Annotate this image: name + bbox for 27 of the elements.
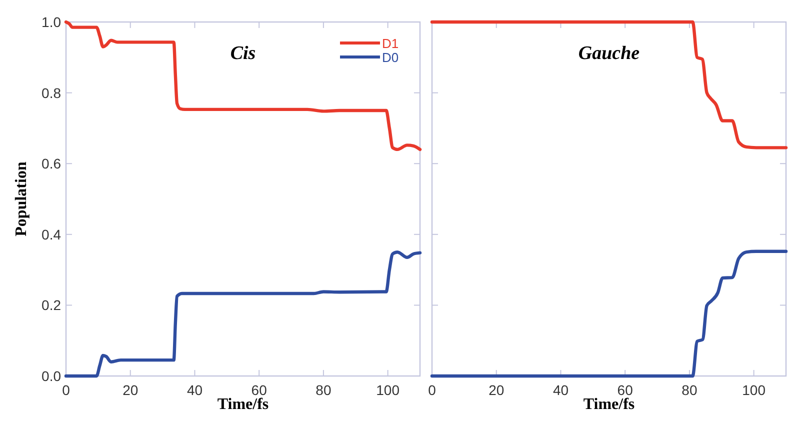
x-tick-label: 80 xyxy=(316,382,332,398)
x-axis-title: Time/fs xyxy=(217,396,269,413)
x-tick-label: 20 xyxy=(122,382,138,398)
y-tick-label: 0.4 xyxy=(42,226,62,242)
line-series xyxy=(64,250,422,378)
x-tick-label: 100 xyxy=(742,382,766,398)
x-tick-label: 60 xyxy=(251,382,268,398)
x-tick-label: 20 xyxy=(488,382,504,398)
x-axis-title: Time/fs xyxy=(583,396,635,413)
line-series xyxy=(64,20,422,152)
y-tick-label: 0.0 xyxy=(42,368,62,384)
y-tick-label: 1.0 xyxy=(42,14,62,30)
text: Cis xyxy=(230,43,256,64)
x-tick-label: 100 xyxy=(376,382,400,398)
y-tick-label: 0.2 xyxy=(42,297,62,314)
x-tick-label: 0 xyxy=(62,382,70,398)
legend-label: D1 xyxy=(382,36,399,51)
x-tick-label: 40 xyxy=(186,382,203,398)
y-tick-label: 0.8 xyxy=(42,84,62,101)
x-tick-label: 60 xyxy=(617,382,634,398)
legend-label: D0 xyxy=(382,50,399,65)
x-tick-label: 0 xyxy=(428,382,436,398)
text: Gauche xyxy=(578,43,640,64)
x-tick-label: 80 xyxy=(682,382,698,398)
y-axis-title: Population xyxy=(13,162,30,236)
y-tick-label: 0.6 xyxy=(42,156,62,172)
x-tick-label: 40 xyxy=(552,382,569,398)
